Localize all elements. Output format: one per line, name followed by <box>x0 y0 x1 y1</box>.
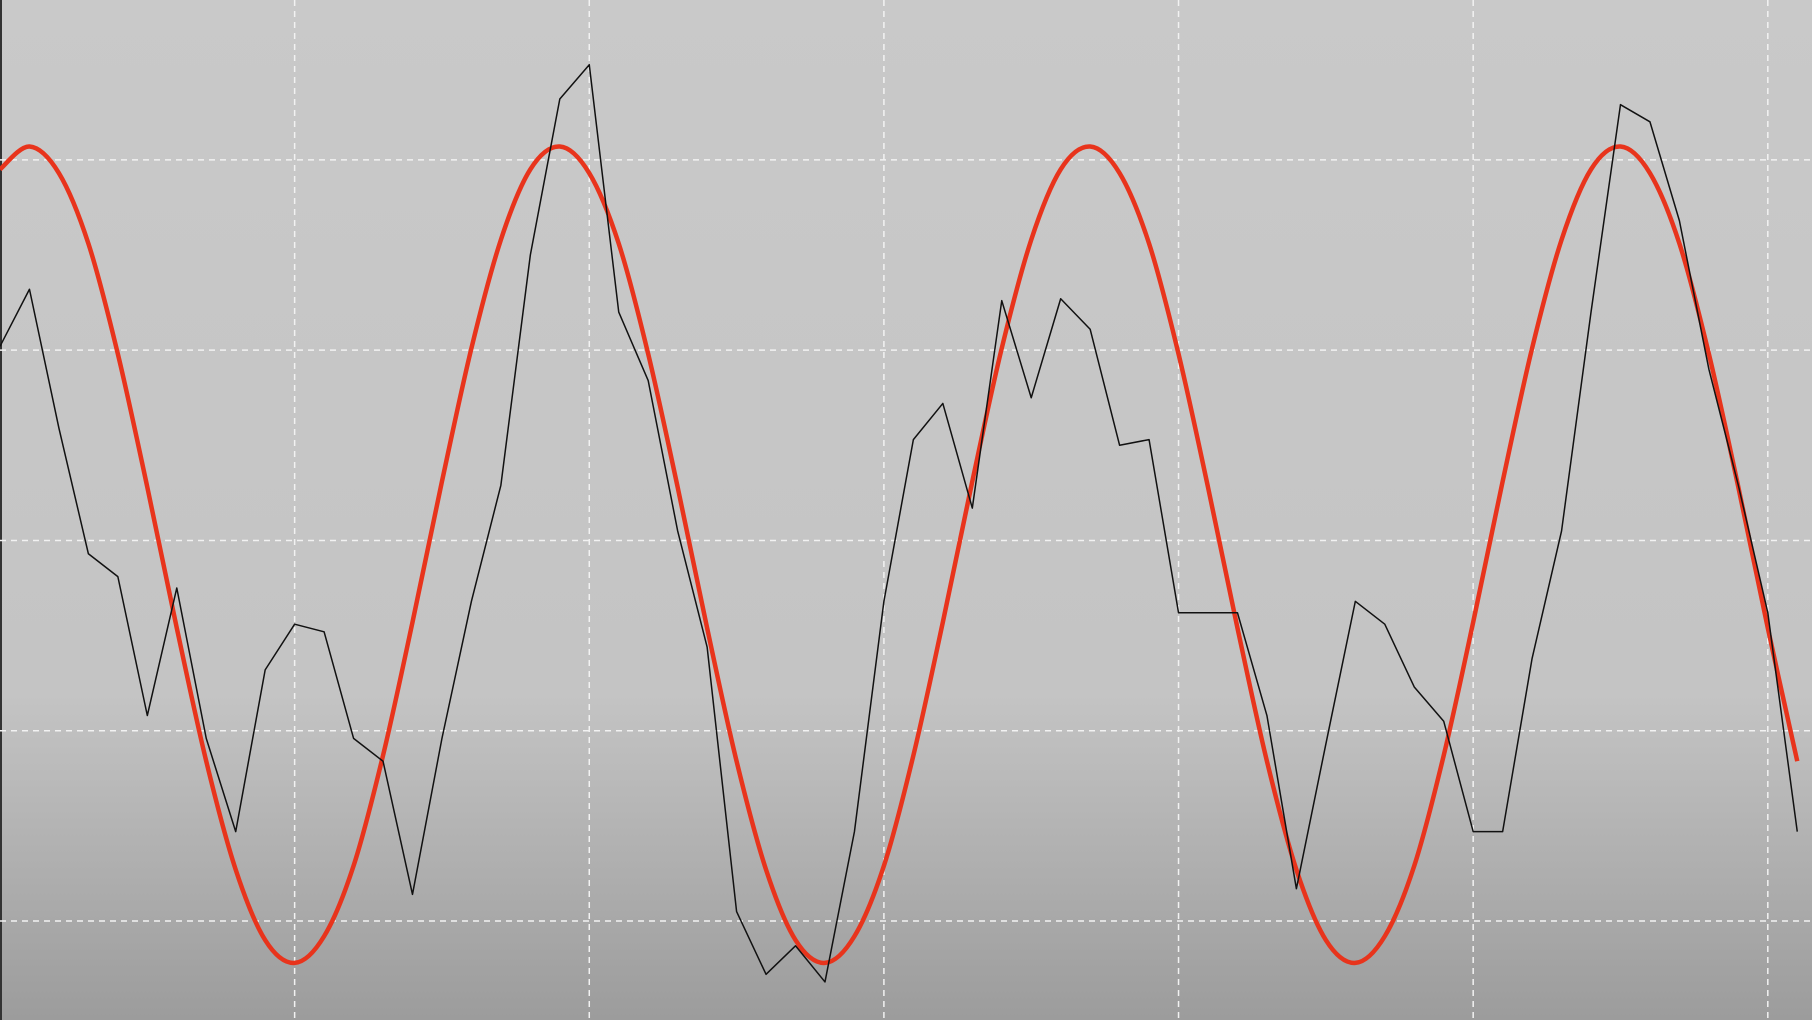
series-line <box>0 63 1799 983</box>
series-line <box>0 144 1800 966</box>
